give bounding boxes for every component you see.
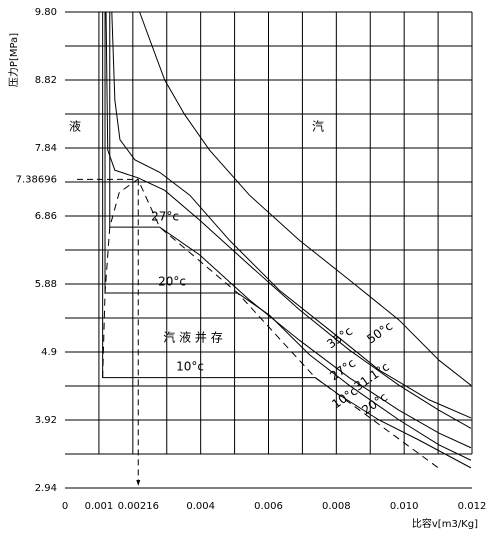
y-tick-label: 6.86 — [35, 211, 57, 222]
annotation: 27°c — [151, 210, 179, 224]
y-axis-label: 压力P[MPa] — [7, 33, 20, 87]
x-tick-label: 0.001 — [85, 501, 114, 512]
annotation: 20°c — [158, 275, 186, 289]
y-tick-label: 7.84 — [35, 143, 57, 154]
annotation: 27°c — [327, 356, 358, 383]
saturation-curve — [102, 178, 442, 471]
arrow — [136, 480, 141, 486]
x-tick-label: 0.006 — [254, 501, 283, 512]
annotation: 20°c — [359, 390, 390, 417]
isotherm — [104, 12, 472, 461]
annotation: 汽 液 并 存 — [163, 330, 222, 345]
x-tick-label: 0.00216 — [118, 501, 159, 512]
x-tick-label: 0.012 — [458, 501, 487, 512]
x-axis-label: 比容v[m3/Kg] — [412, 517, 478, 530]
annotation: 10°c — [176, 360, 204, 374]
y-tick-label: 4.9 — [41, 347, 57, 358]
y-tick-label: 5.88 — [35, 279, 57, 290]
y-tick-label: 3.92 — [35, 415, 57, 426]
annotation: 50°c — [364, 319, 395, 346]
annotation: 汽 — [312, 119, 324, 134]
x-tick-label: 0.008 — [322, 501, 351, 512]
annotation: 液 — [69, 119, 81, 134]
isotherm — [111, 11, 472, 419]
y-tick-label: 2.94 — [35, 483, 57, 494]
x-tick-label: 0.010 — [390, 501, 419, 512]
isotherm — [139, 11, 472, 386]
x-tick-label: 0 — [62, 501, 68, 512]
isotherm — [105, 11, 472, 429]
y-tick-label: 8.82 — [35, 75, 57, 86]
y-tick-label: 7.38696 — [16, 174, 57, 185]
x-tick-label: 0.004 — [186, 501, 215, 512]
y-tick-label: 9.80 — [35, 7, 57, 18]
